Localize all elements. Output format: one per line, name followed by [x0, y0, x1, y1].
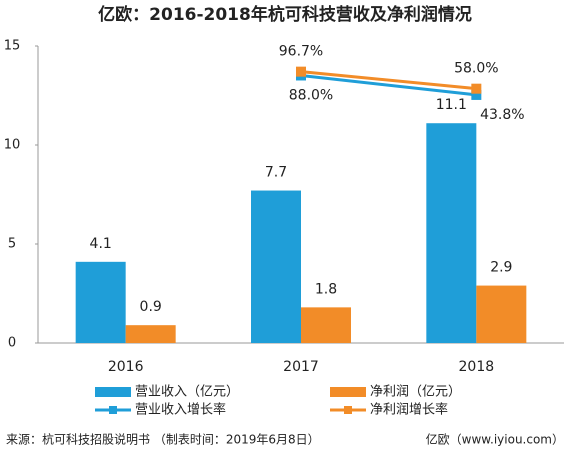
- legend-swatch: [95, 387, 131, 397]
- value-label: 4.1: [90, 236, 112, 252]
- value-label: 2.9: [490, 260, 512, 276]
- bar: [426, 123, 477, 343]
- bar: [301, 307, 351, 343]
- bar: [125, 325, 176, 343]
- chart-title: 亿欧：2016-2018年杭可科技营收及净利润情况: [98, 4, 472, 25]
- bar: [75, 261, 126, 343]
- x-tick-label: 2018: [459, 359, 495, 375]
- legend-label: 营业收入（亿元）: [135, 385, 239, 400]
- value-label: 0.9: [140, 299, 162, 315]
- source: 来源：杭可科技招股说明书 （制表时间：2019年6月8日）: [6, 432, 320, 447]
- value-label: 96.7%: [279, 44, 323, 60]
- value-label: 88.0%: [289, 87, 333, 103]
- y-tick-label: 5: [8, 237, 16, 252]
- legend-swatch: [330, 387, 366, 397]
- bar: [476, 285, 527, 343]
- legend-label: 营业收入增长率: [135, 402, 226, 418]
- value-label: 1.8: [315, 281, 337, 297]
- legend-label: 净利润增长率: [370, 402, 448, 418]
- growth-line: [300, 73, 477, 97]
- x-tick-label: 2017: [283, 359, 319, 375]
- growth-marker: [471, 89, 482, 100]
- y-tick-label: 10: [4, 138, 21, 153]
- legend-swatch: [109, 406, 117, 414]
- y-tick-label: 15: [4, 39, 21, 54]
- value-label: 58.0%: [454, 61, 498, 77]
- value-label: 11.1: [436, 97, 467, 113]
- growth-line: [300, 70, 477, 91]
- x-tick-label: 2016: [108, 359, 144, 375]
- value-label: 43.8%: [480, 107, 524, 123]
- legend-swatch: [344, 406, 352, 414]
- value-label: 7.7: [265, 165, 287, 181]
- brand: 亿欧（www.iyiou.com）: [426, 432, 564, 447]
- bar: [251, 190, 301, 343]
- y-tick-label: 0: [8, 336, 16, 351]
- growth-marker: [471, 83, 482, 94]
- legend-label: 净利润（亿元）: [370, 385, 461, 400]
- growth-marker: [296, 66, 306, 77]
